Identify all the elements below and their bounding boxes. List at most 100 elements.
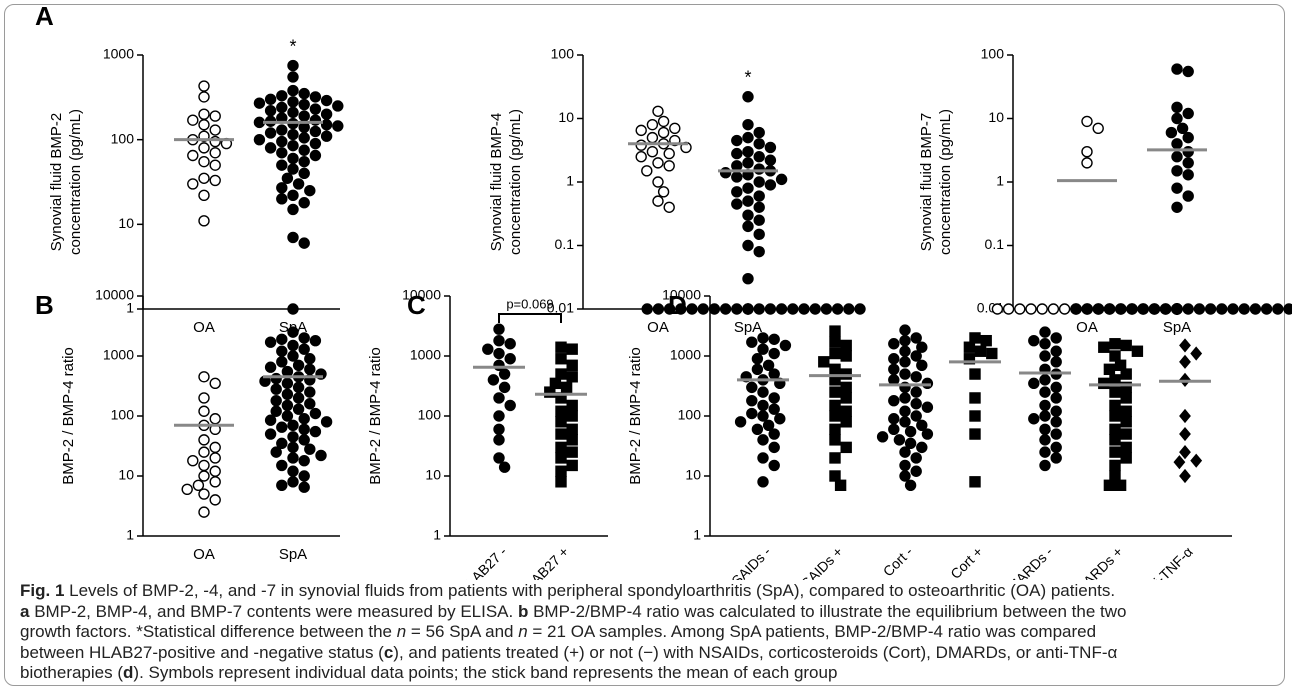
data-point bbox=[198, 405, 210, 417]
y-tick-label: 10000 bbox=[402, 287, 441, 303]
data-point bbox=[669, 122, 681, 135]
data-point bbox=[746, 336, 758, 348]
data-point bbox=[686, 303, 698, 315]
data-point bbox=[742, 303, 754, 315]
data-point bbox=[304, 184, 316, 197]
data-point bbox=[287, 339, 299, 352]
data-point bbox=[209, 110, 221, 122]
data-point bbox=[287, 431, 299, 443]
data-point bbox=[504, 338, 516, 350]
data-point bbox=[1109, 350, 1121, 362]
data-point bbox=[1050, 381, 1062, 394]
data-point bbox=[304, 386, 316, 398]
data-point bbox=[1165, 126, 1178, 139]
data-point bbox=[566, 410, 578, 422]
data-point bbox=[566, 371, 578, 383]
caption-text: d bbox=[123, 663, 134, 682]
data-point bbox=[635, 151, 647, 163]
data-point bbox=[566, 459, 578, 472]
data-point bbox=[209, 465, 221, 477]
data-point bbox=[1109, 470, 1121, 482]
data-point bbox=[276, 421, 288, 433]
data-point bbox=[276, 479, 288, 491]
data-point bbox=[287, 96, 299, 108]
data-point bbox=[1190, 346, 1203, 361]
data-point bbox=[768, 347, 780, 360]
data-point bbox=[270, 394, 282, 407]
data-point bbox=[762, 359, 775, 371]
data-point bbox=[276, 333, 288, 345]
data-point bbox=[276, 193, 288, 205]
data-point bbox=[209, 124, 221, 136]
data-point bbox=[198, 108, 210, 120]
data-point bbox=[888, 338, 900, 350]
data-point bbox=[281, 410, 294, 422]
data-point bbox=[753, 138, 765, 150]
data-point bbox=[731, 134, 743, 147]
caption-text: n bbox=[396, 622, 407, 641]
caption-text: c bbox=[383, 642, 394, 662]
data-point bbox=[287, 128, 299, 141]
data-point bbox=[787, 303, 799, 315]
data-point bbox=[304, 398, 316, 410]
data-point bbox=[829, 423, 841, 436]
data-point bbox=[910, 465, 922, 477]
data-point bbox=[1036, 303, 1048, 315]
data-point bbox=[969, 392, 981, 404]
data-point bbox=[1120, 452, 1132, 464]
data-point bbox=[742, 195, 754, 207]
caption-text: = 56 SpA and bbox=[406, 622, 519, 641]
data-point bbox=[753, 201, 765, 213]
data-point bbox=[1120, 428, 1132, 440]
data-point bbox=[276, 101, 288, 114]
data-point bbox=[498, 461, 511, 473]
data-point bbox=[888, 363, 900, 376]
data-point bbox=[287, 106, 299, 119]
data-point bbox=[304, 353, 316, 365]
data-point bbox=[493, 423, 505, 436]
data-point bbox=[757, 399, 769, 412]
data-point bbox=[276, 147, 288, 159]
data-point bbox=[1179, 445, 1191, 460]
data-point bbox=[1148, 303, 1161, 315]
data-point bbox=[1028, 377, 1040, 390]
data-point bbox=[779, 339, 792, 352]
x-tick-label: OA bbox=[647, 319, 669, 336]
data-point bbox=[731, 186, 743, 198]
data-point bbox=[1238, 303, 1250, 315]
data-point bbox=[1160, 303, 1172, 315]
data-point bbox=[757, 332, 769, 344]
y-tick-label: 1 bbox=[126, 527, 134, 543]
data-point bbox=[746, 407, 758, 420]
data-point bbox=[298, 110, 310, 122]
data-point bbox=[1103, 479, 1116, 491]
y-tick-label: 100 bbox=[418, 407, 442, 423]
data-point bbox=[899, 392, 911, 404]
data-point bbox=[1173, 455, 1186, 470]
data-point bbox=[969, 332, 981, 344]
data-point bbox=[829, 434, 841, 446]
data-point bbox=[809, 303, 821, 315]
data-point bbox=[657, 115, 670, 128]
data-point bbox=[818, 356, 830, 368]
data-point bbox=[829, 325, 841, 337]
data-point bbox=[910, 452, 922, 464]
data-point bbox=[910, 410, 922, 422]
data-point bbox=[969, 476, 981, 488]
data-point bbox=[652, 303, 665, 315]
data-point bbox=[198, 215, 210, 227]
y-tick-label: 10 bbox=[118, 215, 134, 231]
data-point bbox=[899, 416, 911, 428]
data-point bbox=[734, 416, 747, 428]
data-point bbox=[775, 303, 788, 315]
data-point bbox=[498, 368, 511, 380]
y-tick-label: 100 bbox=[551, 46, 575, 62]
data-point bbox=[264, 104, 277, 117]
panel-letter: C bbox=[407, 290, 426, 320]
data-point bbox=[829, 399, 841, 412]
data-point bbox=[910, 398, 922, 410]
data-point bbox=[493, 410, 505, 422]
data-point bbox=[764, 179, 777, 191]
data-point bbox=[270, 372, 282, 385]
y-tick-label: 1000 bbox=[410, 347, 441, 363]
